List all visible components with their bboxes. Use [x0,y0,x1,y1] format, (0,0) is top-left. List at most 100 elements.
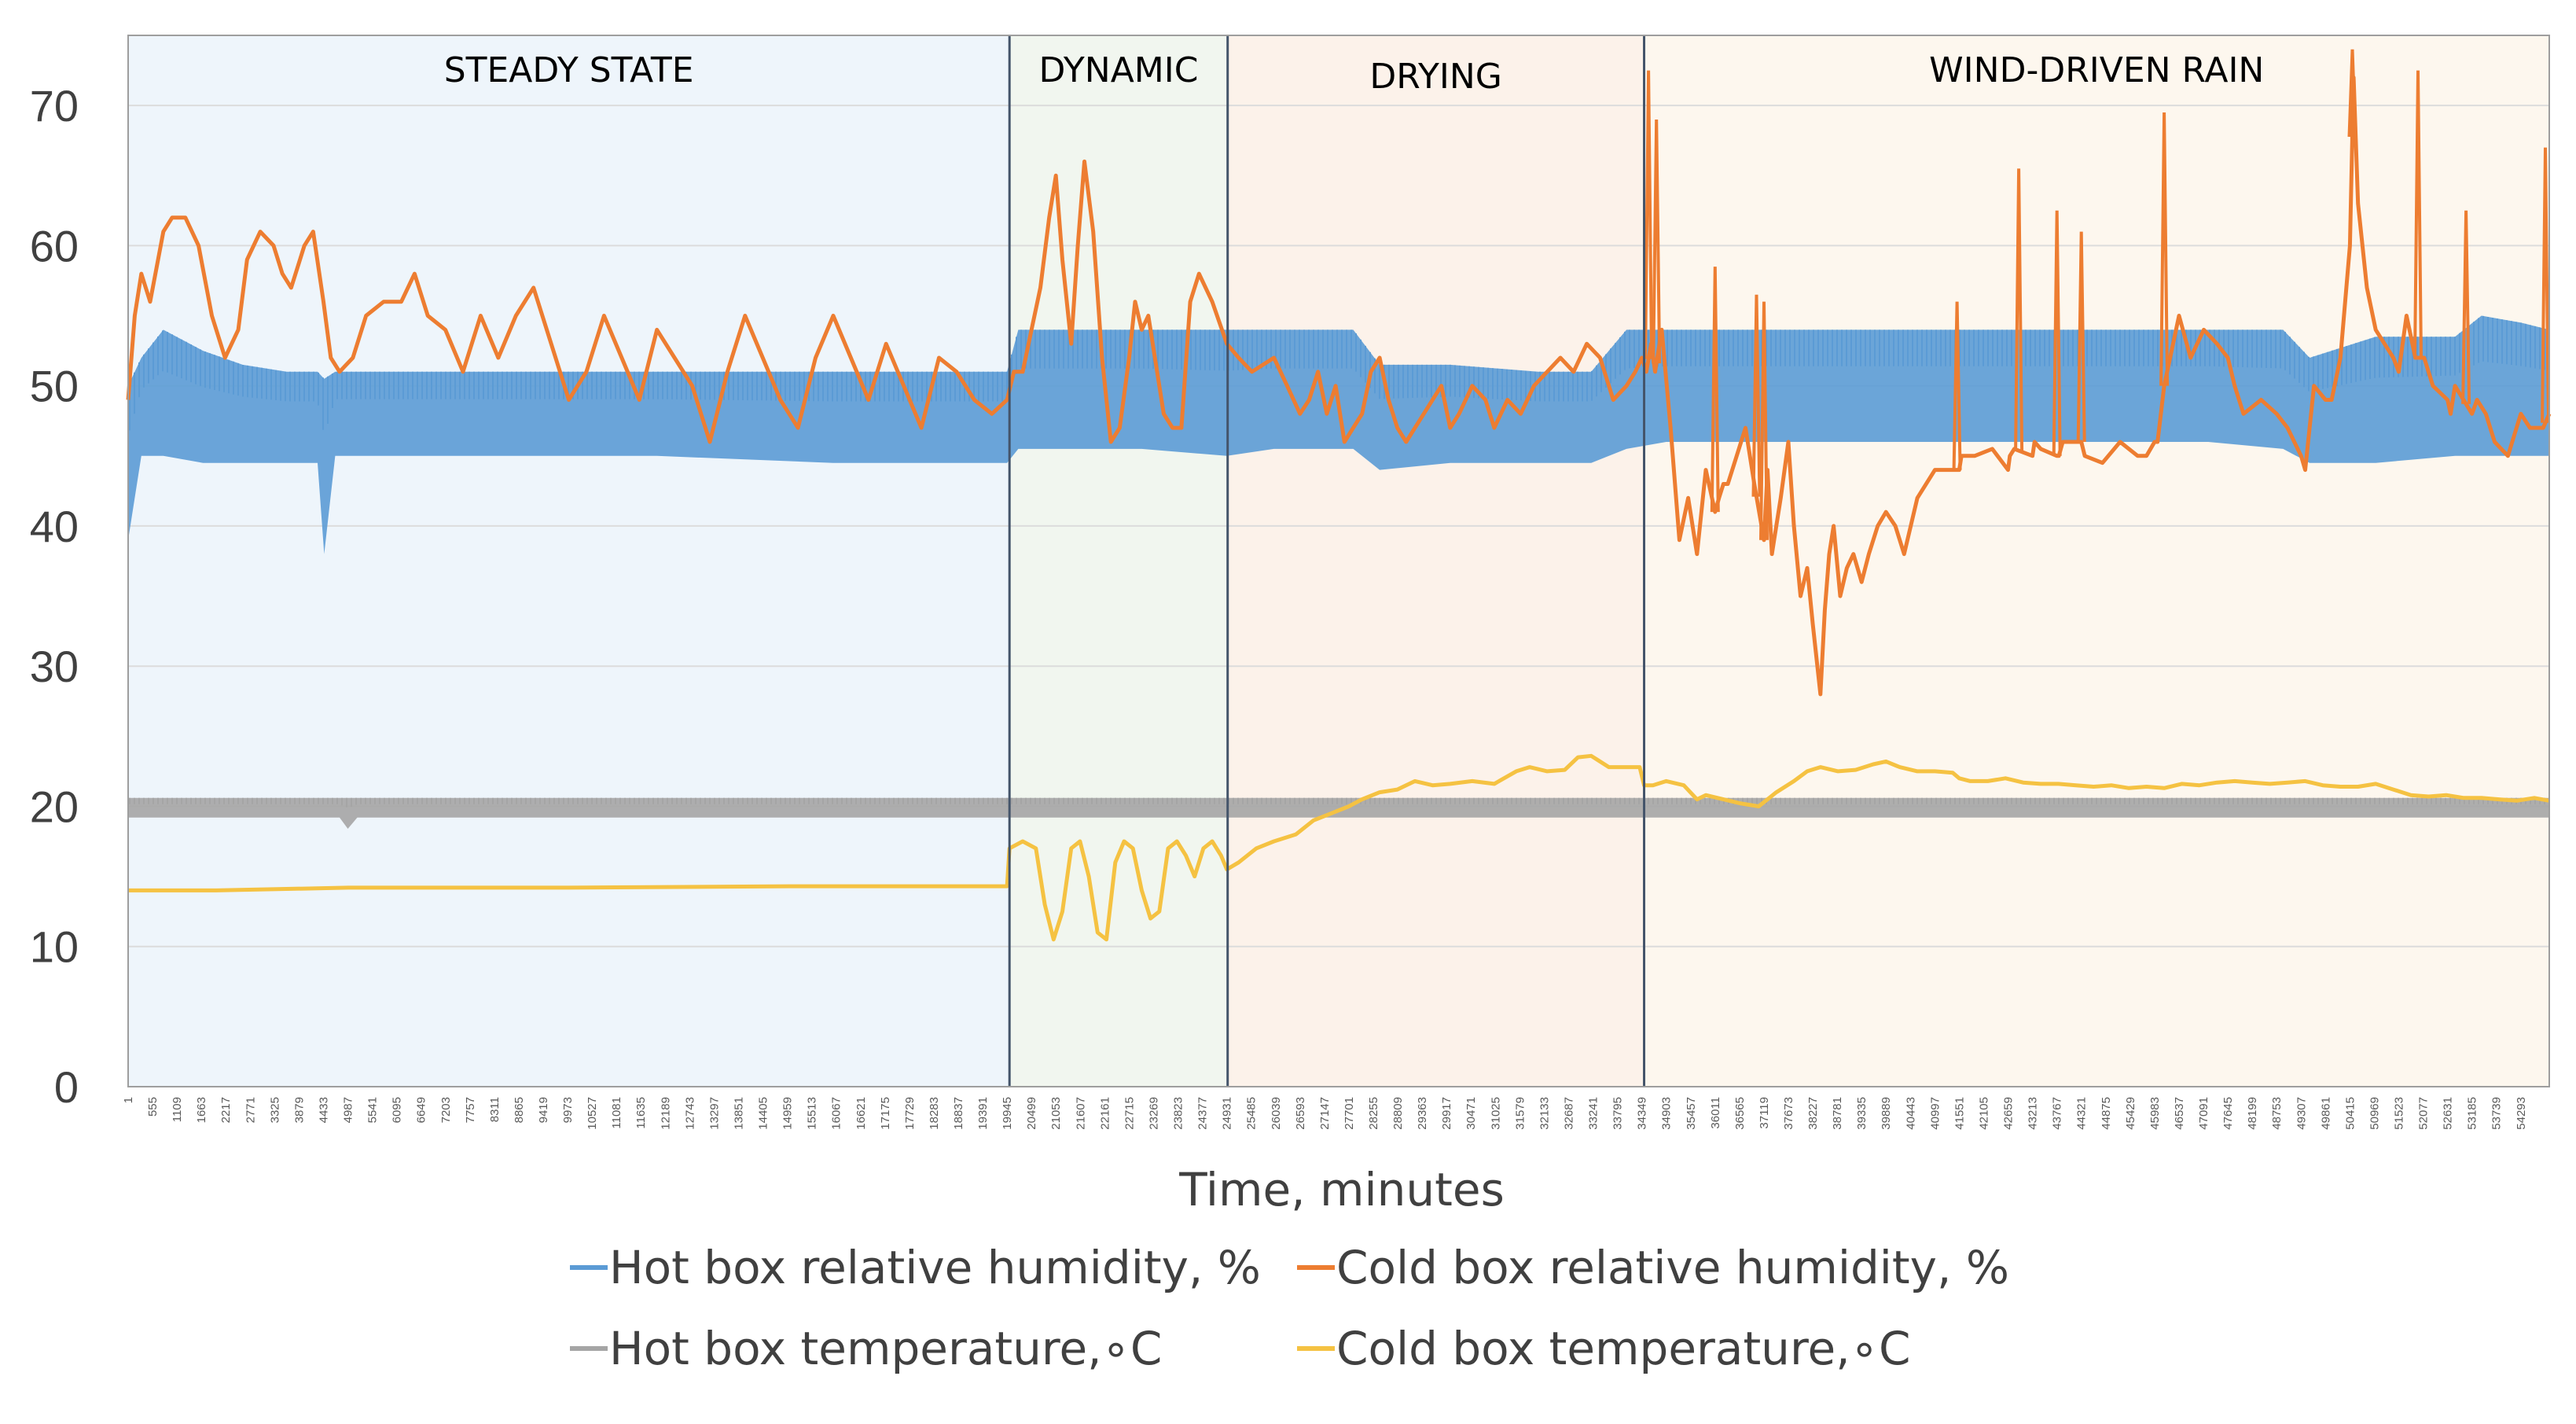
x-tick-label: 36011 [1709,1097,1722,1129]
x-tick-label: 39335 [1855,1097,1869,1130]
series-2 [128,797,2549,829]
x-tick-label: 42659 [2002,1097,2016,1130]
x-tick-label: 8865 [513,1097,526,1123]
x-tick-label: 40997 [1928,1097,1942,1130]
x-tick-label: 38781 [1831,1097,1844,1130]
series-layer [126,49,2552,942]
x-tick-label: 17175 [879,1097,892,1130]
y-tick-label: 0 [54,1062,79,1112]
legend-label: Hot box relative humidity, % [609,1241,1261,1294]
x-tick-label: 39889 [1880,1097,1893,1130]
series-spike-4 [1759,301,1769,540]
series-spike-9 [2159,112,2170,386]
x-tick-label: 21053 [1049,1097,1063,1130]
phase-background-2 [1227,35,1644,1087]
series-band [128,797,2549,829]
x-axis-title: Time, minutes [1178,1163,1505,1216]
y-tick-label: 60 [30,221,79,270]
x-tick-label: 1663 [195,1097,208,1123]
x-tick-label: 10527 [586,1097,599,1130]
x-tick-label: 24377 [1196,1097,1210,1130]
x-tick-label: 32687 [1563,1097,1576,1130]
series-spike-3 [1751,294,1762,497]
phase-label: DRYING [1369,57,1502,97]
x-tick-label: 22161 [1098,1097,1112,1130]
x-tick-label: 37119 [1758,1097,1771,1129]
x-tick-label: 41551 [1953,1097,1966,1130]
x-tick-label: 46537 [2173,1097,2186,1130]
x-tick-label: 30471 [1464,1097,1478,1130]
series-spike-10 [2347,49,2357,138]
series-spike-7 [2052,210,2062,456]
x-tick-label: 31579 [1513,1097,1527,1130]
x-tick-label: 16067 [830,1097,843,1130]
x-tick-label: 44875 [2100,1097,2113,1130]
series-1 [126,49,2552,697]
x-tick-label: 40443 [1904,1097,1917,1130]
x-tick-label: 7757 [464,1097,477,1123]
x-tick-label: 33241 [1587,1097,1600,1130]
x-tick-label: 8311 [488,1097,502,1122]
phase-label: DYNAMIC [1038,50,1198,90]
x-tick-label: 45429 [2124,1097,2137,1130]
legend-label: Cold box temperature,∘C [1336,1322,1910,1375]
y-axis-tick-labels: 0 10 20 30 40 50 60 70 [30,81,79,1112]
y-tick-label: 70 [30,81,79,131]
x-tick-label: 26593 [1294,1097,1307,1130]
phase-label: WIND-DRIVEN RAIN [1929,50,2264,90]
phase-background-3 [1644,35,2549,1087]
series-line [126,75,2552,697]
plot-border [127,35,2550,1087]
x-tick-label: 7203 [439,1097,453,1123]
x-tick-label: 37673 [1782,1097,1795,1130]
x-tick-label: 17729 [903,1097,917,1130]
series-spike-6 [2014,168,2024,451]
series-spike-11 [2413,70,2423,359]
x-tick-label: 34349 [1636,1097,1649,1130]
series-spike-12 [2461,210,2471,404]
x-tick-label: 13297 [707,1097,721,1130]
x-tick-label: 9973 [561,1097,575,1123]
x-tick-label: 49307 [2295,1097,2308,1130]
x-tick-label: 47091 [2197,1097,2210,1130]
x-tick-label: 47645 [2221,1097,2235,1130]
x-tick-label: 25485 [1245,1097,1259,1130]
x-tick-label: 32133 [1538,1097,1551,1130]
legend: Hot box relative humidity, % Cold box rel… [570,1241,2009,1375]
x-tick-label: 23269 [1148,1097,1161,1130]
series-0 [128,315,2549,554]
x-tick-label: 44321 [2075,1097,2089,1130]
phase-label: STEADY STATE [444,50,694,90]
series-spike-1 [1652,119,1662,364]
x-tick-label: 27701 [1343,1097,1356,1130]
x-tick-label: 36565 [1733,1097,1747,1130]
x-tick-label: 31025 [1489,1097,1502,1130]
x-tick-label: 24931 [1221,1097,1234,1130]
series-spike-5 [1952,301,1962,470]
series-spike-8 [2076,231,2086,443]
x-tick-label: 14405 [757,1097,770,1130]
x-tick-label: 20499 [1025,1097,1038,1130]
x-tick-label: 6095 [391,1097,404,1123]
x-tick-label: 28255 [1367,1097,1380,1130]
x-tick-label: 4433 [318,1097,331,1123]
x-tick-label: 11635 [634,1097,648,1129]
phase-background-0 [128,35,1010,1087]
x-tick-label: 19945 [1001,1097,1014,1130]
phase-dividers [1008,35,1646,1087]
x-tick-label: 3325 [268,1097,281,1123]
x-tick-label: 14959 [781,1097,795,1130]
x-tick-label: 52631 [2442,1097,2455,1130]
y-tick-label: 10 [30,922,79,972]
x-tick-label: 43767 [2051,1097,2064,1130]
x-tick-label: 48199 [2246,1097,2259,1130]
y-tick-label: 30 [30,642,79,691]
x-tick-label: 38227 [1806,1097,1820,1130]
x-tick-label: 2771 [244,1097,257,1123]
series-spike-0 [1644,70,1654,359]
series-band-texture [129,797,2545,808]
legend-label: Hot box temperature,∘C [609,1322,1162,1375]
series-band-texture [129,315,2545,431]
x-tick-label: 12189 [659,1097,672,1130]
x-tick-label: 53185 [2466,1097,2479,1130]
